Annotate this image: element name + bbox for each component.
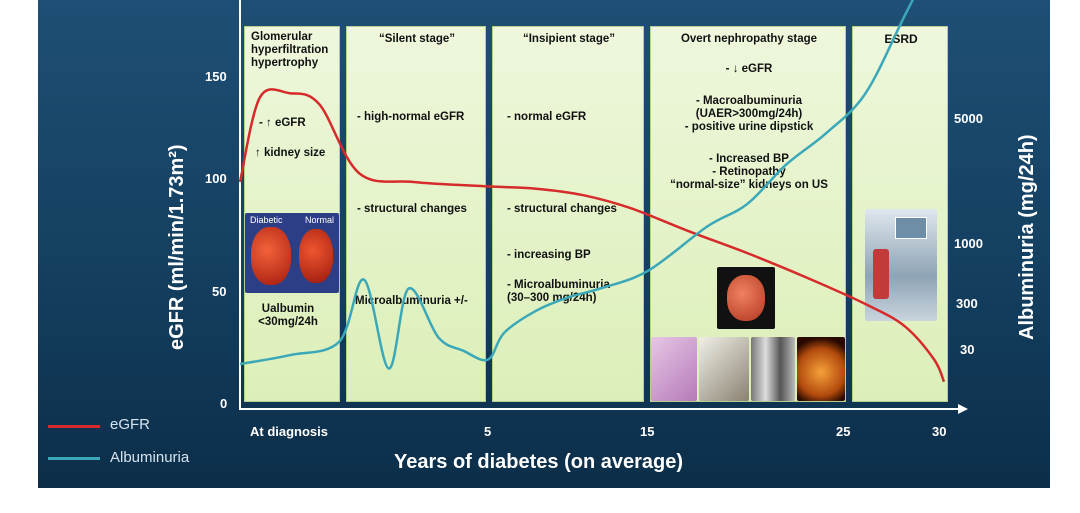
stage-title-silent: “Silent stage” [378,33,456,45]
stage-panel-silent: “Silent stage” - high-normal eGFR - stru… [346,26,486,402]
urine-dipstick-image [699,337,749,401]
x-tick-30: 30 [932,424,947,439]
legend-swatch-albuminuria [48,457,100,460]
x-tick-25: 25 [836,424,851,439]
y-right-tick-1000: 1000 [954,236,983,251]
legend-label-egfr: eGFR [110,416,151,433]
stage-note-egfr-up: - ↑ eGFR [259,117,306,129]
stage-note-high-normal-egfr: - high-normal eGFR [357,111,465,123]
ultrasound-image [751,337,795,401]
stage-note-structural-changes-2: - structural changes [507,203,617,215]
x-tick-5: 5 [484,424,492,439]
y-right-tick-5000: 5000 [954,111,983,126]
stage-note-normal-egfr: - normal eGFR [507,111,587,123]
y-tick-50: 50 [212,284,227,299]
stage-title-overt: Overt nephropathy stage [680,33,818,45]
y-tick-150: 150 [205,69,227,84]
y-tick-0: 0 [220,396,228,411]
stage-note-increasing-bp: - increasing BP [507,249,591,261]
y-right-tick-300: 300 [956,296,978,311]
dialysis-screen-shape [895,217,927,239]
kidney-specimen-image [717,267,775,329]
normal-kidney-shape [299,229,333,283]
stage-title-hyperfiltration: Glomerular hyperfiltration hypertrophy [251,31,329,69]
legend-label-albuminuria: Albuminuria [110,449,190,466]
x-tick-at-diagnosis: At diagnosis [250,424,329,439]
retinopathy-image [797,337,845,401]
x-axis-arrow [958,404,968,414]
stage-note-egfr-down: - ↓ eGFR [725,63,773,75]
y-tick-100: 100 [205,171,227,186]
series-line-egfr [238,88,946,383]
y-right-tick-30: 30 [960,342,975,357]
image-label-diabetic: Diabetic [250,215,283,225]
stage-note-increased-bp: - Increased BP - Retinopathy “normal-siz… [670,153,828,191]
stage-panel-insipient: “Insipient stage” - normal eGFR - struct… [492,26,644,402]
stage-note-macroalbuminuria: - Macroalbuminuria (UAER>300mg/24h) - po… [684,95,814,133]
series-line-albuminuria [239,0,915,370]
stage-bottom-ualbumin: Ualbumin <30mg/24h [258,303,318,328]
x-tick-15: 15 [640,424,655,439]
kidney-comparison-image: Diabetic Normal [245,213,339,293]
stage-title-insipient: “Insipient stage” [522,33,616,45]
histology-image [651,337,697,401]
dialysis-tubing-shape [873,249,889,299]
image-label-normal: Normal [305,215,335,225]
stage-panel-hyperfiltration: Glomerular hyperfiltration hypertrophy -… [244,26,340,402]
stage-panel-overt-nephropathy: Overt nephropathy stage - ↓ eGFR - Macro… [650,26,846,402]
x-axis-title: Years of diabetes (on average) [394,451,684,473]
kidney-specimen-shape [727,275,765,321]
stage-note-kidney-size: ↑ kidney size [255,147,326,159]
legend-swatch-egfr [48,425,100,428]
stage-note-structural-changes: - structural changes [357,203,467,215]
diabetic-kidney-shape [251,227,291,285]
stage-note-microalbuminuria: - Microalbuminuria (30–300 mg/24h) [507,279,610,304]
dialysis-machine-image [865,209,937,321]
